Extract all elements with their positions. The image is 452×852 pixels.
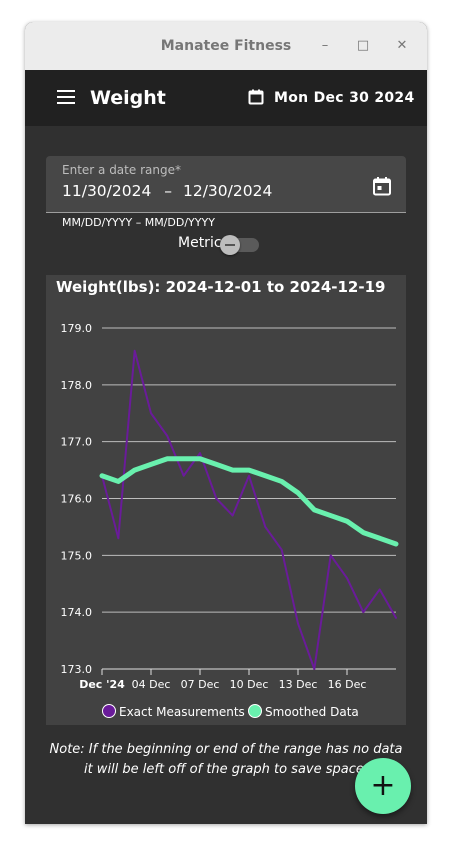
- end-date-input[interactable]: 12/30/2024: [182, 182, 273, 200]
- toggle-knob[interactable]: [220, 235, 240, 255]
- smoothed-data-line: [99, 456, 399, 547]
- metric-label: Metric: [178, 235, 222, 251]
- y-tick-label: 178.0: [61, 379, 93, 392]
- minimize-button[interactable]: –: [321, 38, 329, 53]
- chart-note: Note: If the beginning or end of the ran…: [49, 742, 403, 777]
- date-range-value[interactable]: 11/30/2024 – 12/30/2024: [62, 182, 272, 200]
- calendar-icon[interactable]: [248, 89, 264, 105]
- plus-icon: +: [370, 768, 396, 803]
- close-button[interactable]: ✕: [396, 38, 408, 53]
- maximize-button[interactable]: □: [356, 38, 370, 53]
- y-tick-label: 174.0: [61, 606, 93, 619]
- legend-marker-icon: [248, 704, 262, 718]
- legend-label: Exact Measurements: [119, 705, 245, 719]
- add-entry-button[interactable]: +: [355, 758, 411, 814]
- date-range-label: Enter a date range*: [62, 163, 181, 177]
- start-date-input[interactable]: 11/30/2024: [62, 182, 152, 200]
- chart-title: Weight(lbs): 2024-12-01 to 2024-12-19: [56, 278, 386, 296]
- metric-toggle[interactable]: [220, 235, 259, 255]
- chart-plot: 179.0 178.0 177.0 176.0 175.0 174.0 173.0 Dec '…: [61, 322, 399, 691]
- title-bar: Manatee Fitness – □ ✕: [25, 22, 427, 71]
- date-picker-icon[interactable]: [372, 176, 392, 196]
- x-tick-label: 16 Dec: [328, 678, 367, 691]
- x-tick-label: 13 Dec: [279, 678, 318, 691]
- x-tick-label: 04 Dec: [132, 678, 171, 691]
- y-tick-label: 179.0: [61, 322, 93, 335]
- app-bar: Weight Mon Dec 30 2024: [25, 70, 427, 126]
- y-tick-label: 177.0: [61, 436, 93, 449]
- current-date[interactable]: Mon Dec 30 2024: [274, 90, 415, 106]
- weight-chart: Weight(lbs): 2024-12-01 to 2024-12-19 17…: [46, 275, 406, 725]
- legend-marker-icon: [102, 704, 116, 718]
- date-range-field[interactable]: Enter a date range* 11/30/2024 – 12/30/2…: [46, 156, 406, 213]
- app-window: Manatee Fitness – □ ✕ Weight Mon Dec 30 …: [25, 22, 427, 824]
- x-tick-label: Dec '24: [79, 678, 125, 691]
- legend-label: Smoothed Data: [265, 705, 359, 719]
- chart-legend: Exact Measurements Smoothed Data: [46, 703, 406, 721]
- window-title: Manatee Fitness: [160, 38, 292, 54]
- x-tick-label: 07 Dec: [181, 678, 220, 691]
- menu-icon[interactable]: [57, 90, 75, 104]
- y-tick-label: 176.0: [61, 493, 93, 506]
- page-title: Weight: [90, 87, 166, 109]
- y-tick-label: 175.0: [61, 549, 93, 562]
- date-format-hint: MM/DD/YYYY – MM/DD/YYYY: [62, 216, 215, 229]
- x-tick-label: 10 Dec: [230, 678, 269, 691]
- y-tick-label: 173.0: [61, 663, 93, 676]
- date-separator: –: [164, 182, 173, 200]
- exact-measurements-line: [101, 349, 397, 670]
